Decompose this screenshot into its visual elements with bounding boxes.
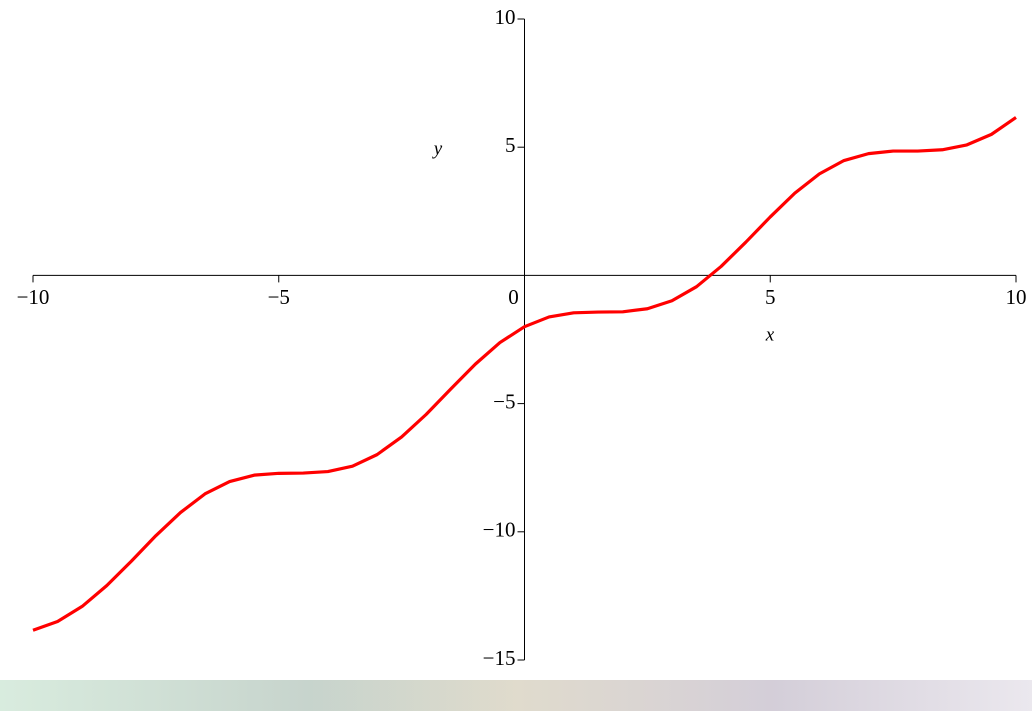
x-tick-label: 0 — [508, 285, 519, 309]
background-strip — [0, 680, 1032, 711]
x-tick-label: −5 — [268, 285, 290, 309]
page: {"chart_data": {"type": "line", "x_label… — [0, 0, 1032, 711]
chart: x y −10 −5 0 5 10 −15 −10 −5 5 10 — [0, 0, 1032, 711]
x-tick-label: 5 — [765, 285, 776, 309]
y-tick-label: −15 — [483, 646, 516, 670]
y-tick-label: 10 — [495, 5, 516, 29]
x-tick-label: −10 — [17, 285, 50, 309]
x-tick-label: 10 — [1006, 285, 1027, 309]
y-tick-label: −5 — [493, 389, 515, 413]
y-axis-title: y — [432, 138, 443, 159]
y-tick-label: −10 — [483, 518, 516, 542]
x-axis-title: x — [765, 324, 775, 345]
y-tick-label: 5 — [505, 133, 516, 157]
